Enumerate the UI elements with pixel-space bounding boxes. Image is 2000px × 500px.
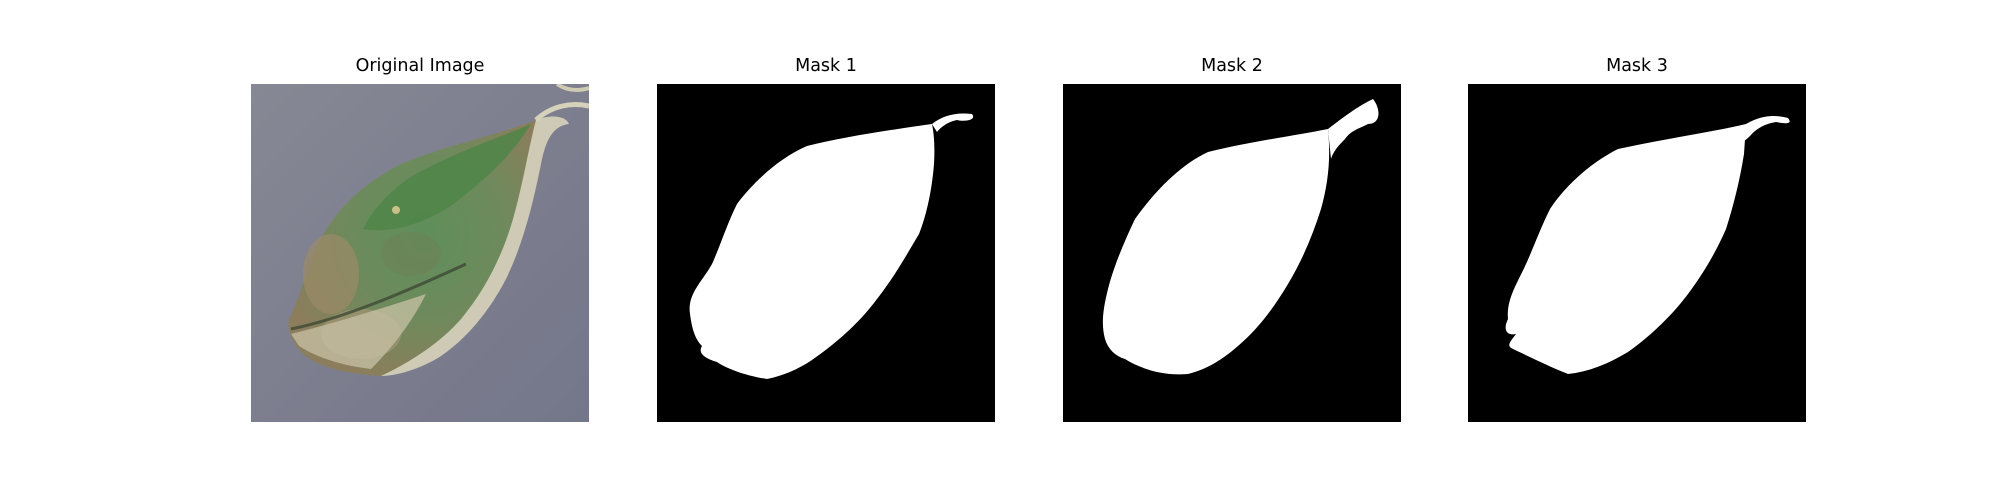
panel-title-mask-3: Mask 3 [1606,56,1668,76]
mask-2-canvas [1063,84,1401,422]
original-image [251,84,589,422]
leaf-split [290,262,467,331]
mask-2 [1063,84,1401,422]
mask-stem [932,113,974,132]
leaf-lower-lobe [291,294,426,369]
mask-speck [920,180,923,184]
original-image-canvas [251,84,589,422]
mask-region [1102,129,1330,375]
mask-region [1505,124,1746,374]
leaf-stem [534,102,589,122]
mask-stem [1328,99,1379,159]
leaf-stem-top [555,84,589,93]
leaf-spot [392,206,400,214]
mask-region [689,124,935,379]
panel-title-mask-2: Mask 2 [1201,56,1263,76]
mask-speck [925,142,929,149]
mask-1 [657,84,995,422]
panel-title-mask-1: Mask 1 [795,56,857,76]
leaf-brown-patch [381,232,441,276]
mask-3 [1468,84,1806,422]
leaf-brown-patch [303,234,359,314]
mask-stem [1738,116,1790,146]
leaf-green-region [363,124,531,231]
mask-3-canvas [1468,84,1806,422]
panel-title-original: Original Image [355,56,485,76]
mask-1-canvas [657,84,995,422]
leaf-curled-edge [381,116,569,376]
